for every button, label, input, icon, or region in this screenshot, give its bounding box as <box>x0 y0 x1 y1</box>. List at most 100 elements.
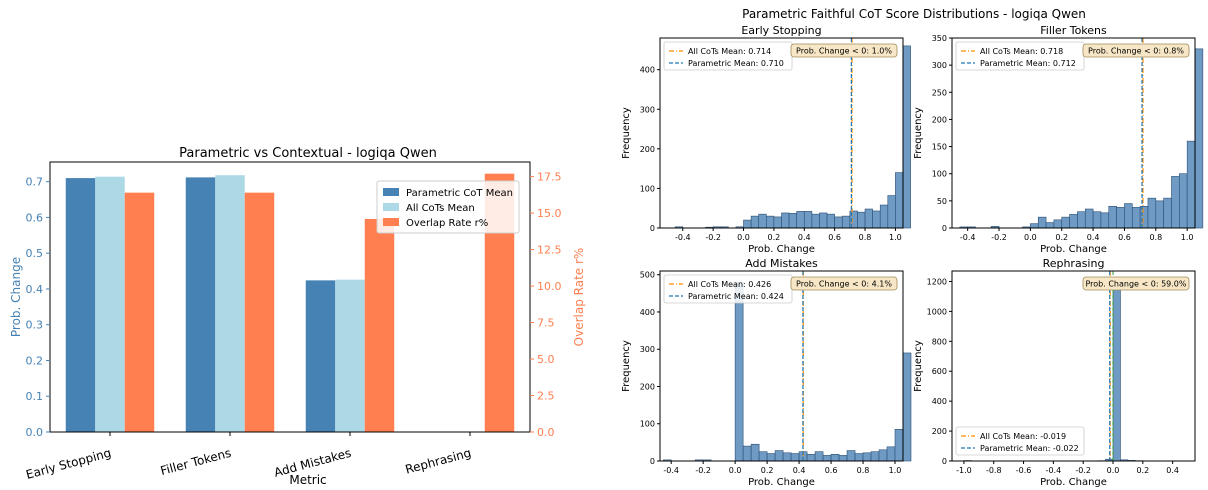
bar <box>215 175 245 432</box>
histogram-bar <box>819 212 828 229</box>
panel-frame <box>951 270 1196 462</box>
histogram-bar <box>743 219 752 229</box>
y-tick-label: 0.5 <box>26 247 44 260</box>
panel-title: Add Mistakes <box>745 257 818 270</box>
y-tick-label: 1000 <box>927 307 947 316</box>
histogram-bar <box>841 215 851 229</box>
y-tick-label: 200 <box>932 115 947 124</box>
y-tick-label: 400 <box>640 308 655 317</box>
x-tick-label: 0.2 <box>1055 233 1068 242</box>
y-tick-label: 300 <box>932 61 947 70</box>
panel-ylabel: Frequency <box>621 107 632 159</box>
histogram-bar <box>878 449 888 462</box>
y-tick-label: 0.2 <box>26 354 44 367</box>
y-tick-label: 800 <box>932 337 947 346</box>
histogram-bar <box>734 281 744 462</box>
x-tick-label: 0.6 <box>1118 233 1131 242</box>
y-tick-label: 300 <box>640 105 655 114</box>
panel-frame <box>659 37 904 229</box>
y-tick-label: 100 <box>640 420 655 429</box>
histogram-bar <box>1163 197 1172 229</box>
histogram-bar <box>766 215 775 229</box>
histogram-bar <box>781 212 790 229</box>
histogram-bar <box>822 455 832 462</box>
y-tick-label: 400 <box>640 66 655 75</box>
y-tick-label-right: 15.0 <box>537 207 562 220</box>
histogram-bar <box>887 195 896 229</box>
annotation-box <box>790 276 898 291</box>
histogram-bar <box>1186 140 1196 229</box>
bar-chart-title: Parametric vs Contextual - logiqa Qwen <box>179 146 437 161</box>
panel-title: Early Stopping <box>741 24 821 37</box>
histogram-bar <box>750 443 760 462</box>
x-tick-label: 0.2 <box>768 233 781 242</box>
y-tick-label: 200 <box>640 382 655 391</box>
histogram-bar <box>774 450 784 462</box>
y-tick-label: 0 <box>650 457 655 466</box>
y-tick-label: 500 <box>640 271 655 280</box>
legend-swatch-parametric <box>383 188 399 196</box>
histogram-bar <box>796 211 805 229</box>
panel-xlabel: Prob. Change <box>748 477 815 488</box>
x-tick-label: 0.0 <box>1107 466 1120 475</box>
y-tick-label: 300 <box>640 345 655 354</box>
x-tick-label: 0.2 <box>1136 466 1149 475</box>
histogram-bar <box>1092 211 1102 229</box>
y-tick-label: 0.6 <box>26 211 44 224</box>
histogram-bar <box>870 451 880 462</box>
histogram-bar <box>1108 205 1117 229</box>
plot-frame <box>49 161 531 433</box>
legend-label-param: Parametric Mean: 0.424 <box>688 292 784 301</box>
x-tick-label: -1.0 <box>956 466 972 475</box>
legend-label-param: Parametric Mean: 0.712 <box>980 59 1076 68</box>
histogram-bar <box>782 452 792 462</box>
histogram-filler-tokens: Filler Tokens -0.4 -0.2 0.0 0.2 0.4 0.6 0.8 1.0 0… <box>913 24 1204 255</box>
histogram-bar <box>758 213 767 229</box>
bar-chart-xlabel: Metric <box>289 473 326 487</box>
histogram-bar <box>758 451 768 462</box>
y-tick-label: 50 <box>937 197 947 206</box>
histogram-bar <box>742 445 752 462</box>
legend-label-overlap: Overlap Rate r% <box>406 218 488 229</box>
x-tick-label: 0.8 <box>857 466 870 475</box>
histogram-bar <box>826 213 835 229</box>
panel-title: Rephrasing <box>1043 257 1105 270</box>
y-tick-label: 0 <box>942 457 947 466</box>
y-tick-label: 350 <box>932 34 947 43</box>
x-tick-label: 0.4 <box>1166 466 1179 475</box>
y-tick-label-right: 0.0 <box>537 426 555 439</box>
bar <box>335 279 365 432</box>
histogram-bar <box>894 429 904 462</box>
histogram-bar <box>1124 203 1133 229</box>
legend-label-all: All CoTs Mean: 0.718 <box>980 47 1063 56</box>
histogram-grid: Parametric Faithful CoT Score Distributi… <box>621 7 1204 488</box>
histogram-bar <box>1155 200 1164 229</box>
bar <box>305 280 336 432</box>
panel-title: Filler Tokens <box>1040 24 1107 37</box>
annotation-box <box>1082 43 1190 58</box>
y-tick-label: 200 <box>640 145 655 154</box>
histogram-bar <box>814 451 824 462</box>
x-tick-label: 1.0 <box>889 466 902 475</box>
annotation-text: Prob. Change < 0: 1.0% <box>796 47 892 56</box>
bar <box>65 178 96 432</box>
y-tick-label-right: 7.5 <box>537 317 555 330</box>
legend-label-all: All CoTs Mean: -0.019 <box>980 432 1066 441</box>
y-tick-label: 0 <box>650 224 655 233</box>
x-tick-label: 1.0 <box>1181 233 1194 242</box>
x-tick-label: 0.6 <box>828 233 841 242</box>
histogram-bar <box>788 213 797 229</box>
histogram-bar <box>862 452 872 462</box>
panel-xlabel: Prob. Change <box>1040 477 1107 488</box>
x-tick-label: 0.4 <box>1087 233 1100 242</box>
y-tick-label: 150 <box>932 143 947 152</box>
histogram-bar <box>1147 197 1157 229</box>
bar <box>244 192 275 432</box>
histogram-rephrasing: Rephrasing -1.0 -0.8 -0.6 -0.4 -0.2 0.0 0.2 0.4 0… <box>913 257 1196 488</box>
y-tick-label: 0.7 <box>26 176 44 189</box>
histogram-bar <box>1069 214 1078 229</box>
annotation-box <box>790 43 898 58</box>
histogram-bar <box>1053 219 1063 229</box>
histogram-bar <box>1131 207 1141 229</box>
histogram-add-mistakes: Add Mistakes -0.4 -0.2 0.0 0.2 0.4 0.6 0.8 1.0 0 1… <box>621 257 912 488</box>
